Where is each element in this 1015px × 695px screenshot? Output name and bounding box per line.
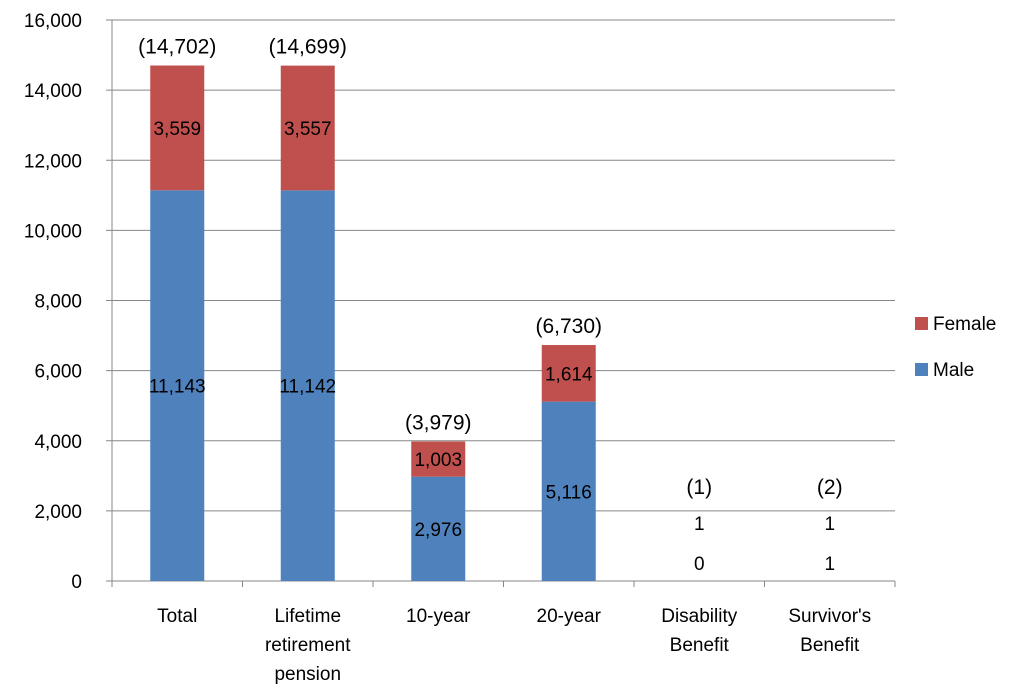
- gridlines: [112, 19, 895, 512]
- data-label-female: 1: [694, 514, 705, 535]
- x-category-label: Lifetime: [274, 606, 341, 627]
- y-axis-tick-labels: 0 2,000 4,000 6,000 8,000 10,000 12,000 14,000 1…: [24, 11, 82, 593]
- bar-male-segment: [150, 190, 205, 581]
- bar-female-segment: [541, 345, 596, 402]
- bars: [150, 65, 857, 581]
- total-labels: (14,702) (14,699) (3,979) (6,730) (1) (2): [138, 36, 842, 499]
- data-label-male: 1: [824, 554, 835, 575]
- data-label-male: 0: [694, 554, 705, 575]
- data-label-male: 2,976: [414, 520, 462, 541]
- x-category-label: 20-year: [537, 606, 602, 627]
- total-label: (6,730): [535, 315, 602, 338]
- legend: Female Male: [915, 314, 996, 381]
- y-tick-label: 16,000: [24, 11, 82, 32]
- bar-female-segment: [411, 441, 466, 477]
- x-category-label: retirement: [265, 635, 351, 656]
- x-category-label: Benefit: [670, 635, 730, 656]
- x-category-label: pension: [274, 664, 341, 685]
- data-label-female: 3,557: [284, 119, 332, 140]
- y-tick-label: 8,000: [34, 292, 82, 313]
- y-tick-label: 10,000: [24, 221, 82, 242]
- y-tick-label: 14,000: [24, 81, 82, 102]
- legend-label-male: Male: [933, 360, 974, 381]
- x-category-label: Survivor's: [788, 606, 871, 627]
- data-label-female: 1: [824, 514, 835, 535]
- x-category-label: 10-year: [406, 606, 471, 627]
- x-axis-category-labels: Total Lifetime retirement pension 10-year 20-…: [157, 606, 871, 685]
- bar-male-segment: [541, 401, 596, 581]
- y-tick-label: 4,000: [34, 432, 82, 453]
- data-label-female: 1,614: [545, 364, 593, 385]
- data-label-female: 1,003: [414, 450, 462, 471]
- data-label-male: 11,143: [149, 377, 206, 398]
- legend-swatch-female: [915, 317, 928, 330]
- x-category-label: Disability: [661, 606, 738, 627]
- x-category-label: Benefit: [800, 635, 860, 656]
- y-tick-label: 0: [71, 572, 82, 593]
- total-label: (2): [817, 476, 843, 499]
- total-label: (3,979): [405, 411, 472, 434]
- y-tick-label: 6,000: [34, 362, 82, 383]
- y-tick-label: 12,000: [24, 151, 82, 172]
- data-label-female: 3,559: [153, 119, 201, 140]
- legend-label-female: Female: [933, 314, 996, 335]
- bar-male-segment: [411, 476, 466, 581]
- data-label-male: 11,142: [279, 377, 336, 398]
- bar-male-segment: [280, 190, 335, 581]
- bar-female-segment: [280, 65, 335, 191]
- total-label: (14,702): [138, 36, 216, 59]
- y-tick-label: 2,000: [34, 502, 82, 523]
- legend-swatch-male: [915, 363, 928, 376]
- segment-data-labels: 11,143 3,559 11,142 3,557 2,976 1,003 5,116 1,6…: [149, 119, 835, 575]
- bar-female-segment: [150, 65, 205, 191]
- x-category-label: Total: [157, 606, 197, 627]
- total-label: (14,699): [269, 36, 347, 59]
- total-label: (1): [686, 476, 712, 499]
- axes: [106, 19, 896, 587]
- data-label-male: 5,116: [546, 482, 592, 503]
